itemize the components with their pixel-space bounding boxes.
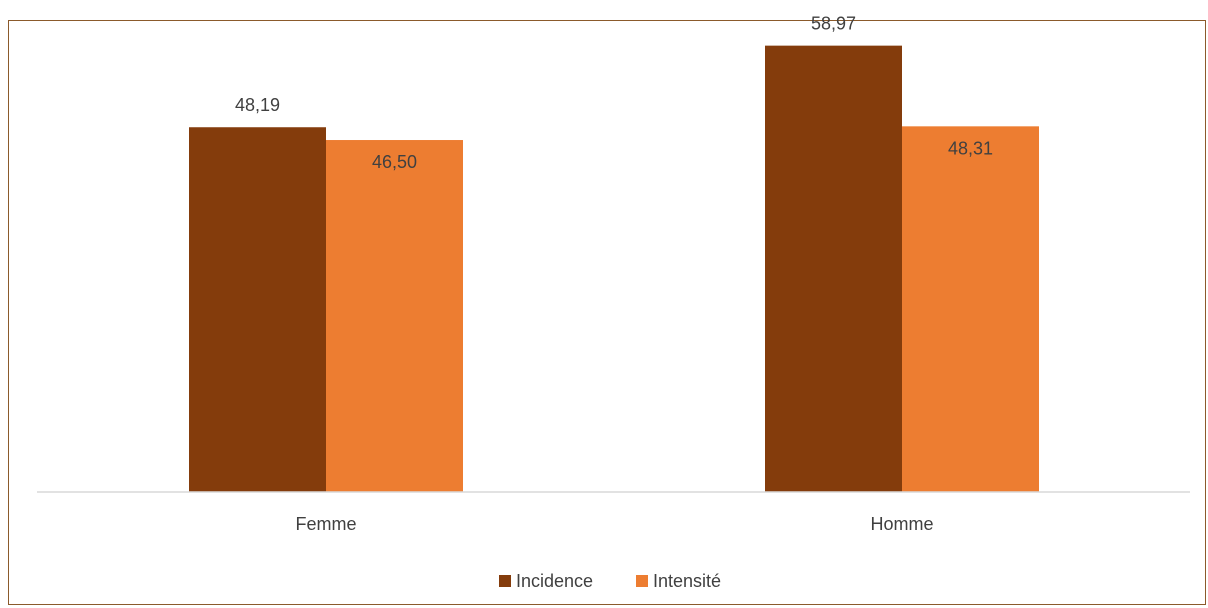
- bars-group: [189, 46, 1039, 492]
- bar-incidence-homme: [765, 46, 902, 492]
- bar-intensit-femme: [326, 140, 463, 492]
- legend-swatch-incidence: [499, 575, 511, 587]
- x-tick-label-homme: Homme: [870, 514, 933, 534]
- data-label-incidence-homme: 58,97: [811, 14, 856, 34]
- x-tick-labels-group: Femme Homme: [295, 514, 933, 534]
- bar-incidence-femme: [189, 127, 326, 492]
- data-label-intensit-femme: 46,50: [372, 152, 417, 172]
- bar-intensit-homme: [902, 126, 1039, 492]
- data-label-intensit-homme: 48,31: [948, 138, 993, 158]
- legend-label-intensit: Intensité: [653, 571, 721, 591]
- legend: Incidence Intensité: [499, 571, 721, 591]
- x-tick-label-femme: Femme: [295, 514, 356, 534]
- legend-swatch-intensit: [636, 575, 648, 587]
- data-label-incidence-femme: 48,19: [235, 95, 280, 115]
- legend-label-incidence: Incidence: [516, 571, 593, 591]
